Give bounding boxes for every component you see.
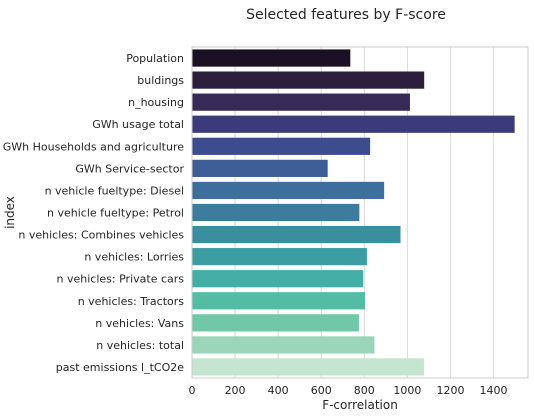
bar bbox=[192, 248, 367, 266]
category-label: n vehicle fueltype: Petrol bbox=[47, 207, 184, 220]
x-axis-label: F-correlation bbox=[322, 398, 398, 412]
bar bbox=[192, 159, 328, 177]
bar bbox=[192, 336, 375, 354]
chart-title: Selected features by F-score bbox=[246, 7, 446, 23]
bar bbox=[192, 115, 515, 133]
category-label: n vehicles: Vans bbox=[95, 317, 184, 330]
x-tick-label: 0 bbox=[189, 384, 196, 397]
x-tick-label: 1200 bbox=[436, 384, 464, 397]
bar bbox=[192, 181, 385, 200]
x-tick-labels: 0 200 400 600 800 1000 1200 1400 bbox=[189, 384, 508, 397]
bar bbox=[192, 225, 401, 244]
y-axis-label: index bbox=[3, 196, 17, 229]
x-tick-label: 200 bbox=[225, 384, 246, 397]
bar bbox=[192, 71, 425, 89]
x-tick-label: 800 bbox=[354, 384, 375, 397]
category-label: n vehicles: Private cars bbox=[57, 273, 185, 286]
x-tick-label: 1400 bbox=[480, 384, 508, 397]
bar bbox=[192, 93, 410, 111]
x-tick-label: 400 bbox=[268, 384, 289, 397]
bars bbox=[192, 49, 515, 376]
plot-frame bbox=[191, 46, 529, 379]
category-label: n vehicles: total bbox=[96, 339, 184, 352]
category-label: n vehicles: Tractors bbox=[78, 295, 185, 308]
bar bbox=[192, 292, 365, 310]
category-label: n vehicles: Combines vehicles bbox=[18, 229, 184, 242]
bar bbox=[192, 270, 364, 288]
category-label: buldings bbox=[137, 74, 184, 87]
bar bbox=[192, 49, 351, 67]
bar bbox=[192, 358, 424, 376]
x-tick-label: 1000 bbox=[393, 384, 421, 397]
category-label: Population bbox=[126, 52, 184, 65]
category-label: GWh usage total bbox=[92, 118, 184, 131]
bar bbox=[192, 137, 371, 155]
category-label: n_housing bbox=[128, 96, 184, 109]
bar bbox=[192, 203, 360, 222]
category-label: GWh Households and agriculture bbox=[3, 140, 184, 153]
category-label: n vehicles: Lorries bbox=[84, 251, 184, 264]
bar bbox=[192, 314, 359, 332]
x-tick-label: 600 bbox=[311, 384, 332, 397]
category-label: past emissions l_tCO2e bbox=[56, 361, 184, 374]
category-labels: Population buldings n_housing GWh usage tot… bbox=[3, 52, 185, 374]
category-label: n vehicle fueltype: Diesel bbox=[45, 184, 184, 197]
category-label: GWh Service-sector bbox=[75, 162, 184, 175]
